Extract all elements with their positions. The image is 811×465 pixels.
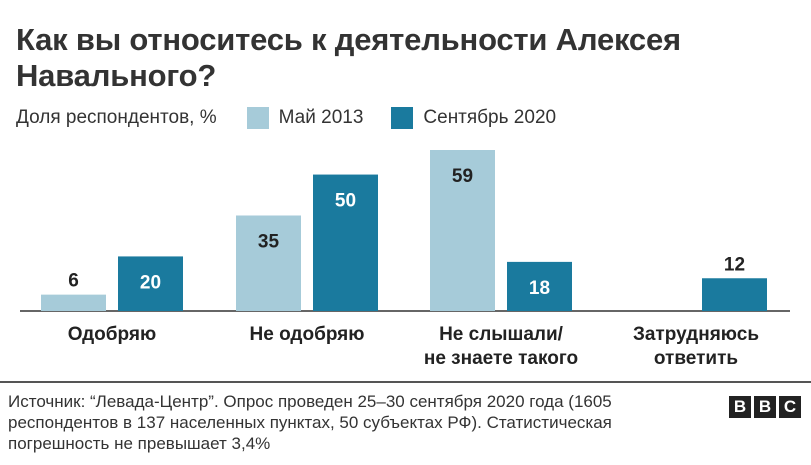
legend-swatch-may-2013 — [246, 107, 269, 129]
source-note: Источник: “Левада-Центр”. Опрос проведен… — [8, 392, 612, 453]
category-label-line: Затрудняюсь — [632, 324, 760, 345]
footer: Источник: “Левада-Центр”. Опрос проведен… — [0, 381, 811, 453]
bbc-logo: B B C — [729, 396, 801, 418]
legend: Доля респондентов, % Май 2013 Сентябрь 2… — [16, 104, 584, 132]
category-label-line: ответить — [653, 348, 739, 369]
bar — [41, 294, 106, 311]
bar-chart: 6 20 35 50 59 18 12 — [20, 150, 790, 312]
legend-swatch-sep-2020 — [391, 107, 414, 129]
data-label: 6 — [68, 271, 79, 292]
logo-letter: C — [779, 396, 801, 418]
chart-title: Как вы относитесь к деятельности Алексея… — [16, 22, 681, 93]
legend-label-sep-2020: Сентябрь 2020 — [423, 107, 557, 128]
data-label: 12 — [724, 254, 745, 275]
category-label: Затрудняюсь ответить — [601, 323, 791, 371]
bar — [507, 261, 572, 311]
category-label-line: Не слышали/ — [439, 324, 563, 345]
category-label: Одобряю — [17, 323, 207, 347]
category-label: Не одобряю — [212, 323, 402, 347]
bar — [702, 278, 767, 311]
category-label-line: Не одобряю — [249, 324, 365, 345]
data-label: 59 — [452, 166, 473, 187]
bar — [313, 174, 378, 311]
y-axis-label: Доля респондентов, % — [16, 107, 217, 128]
logo-letter: B — [754, 396, 776, 418]
bar — [236, 215, 301, 311]
legend-entry-sep-2020: Сентябрь 2020 — [391, 107, 556, 129]
category-label: Не слышали/не знаете такого — [406, 323, 596, 371]
bar — [118, 256, 183, 311]
data-label: 20 — [140, 272, 161, 293]
logo-letter: B — [729, 396, 751, 418]
category-label-line: не знаете такого — [423, 348, 579, 369]
data-label: 18 — [529, 278, 550, 299]
legend-entry-may-2013: Май 2013 — [246, 107, 364, 129]
data-label: 50 — [335, 191, 356, 212]
bar — [430, 150, 495, 311]
data-label: 35 — [258, 231, 280, 252]
legend-label-may-2013: Май 2013 — [278, 107, 364, 128]
category-label-line: Одобряю — [67, 324, 157, 345]
